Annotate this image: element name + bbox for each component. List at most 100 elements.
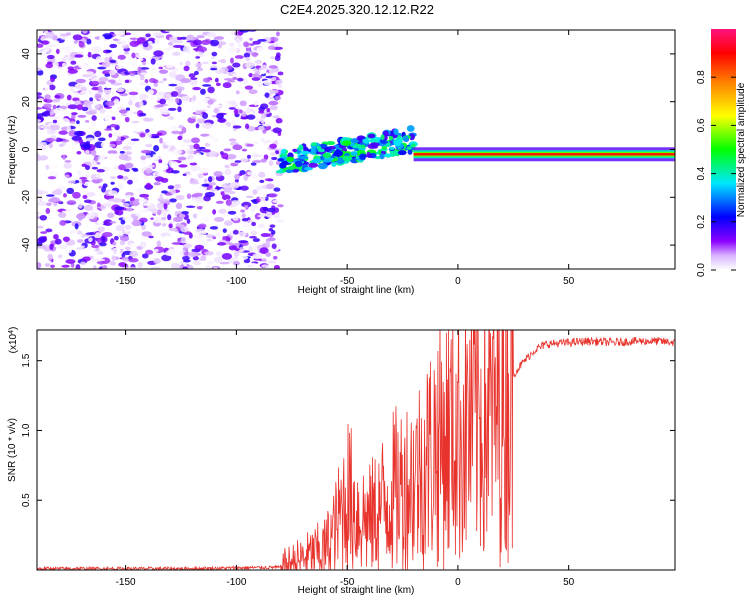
noise-blob: [153, 248, 159, 253]
noise-blob: [172, 44, 184, 48]
noise-blob: [37, 92, 42, 96]
noise-blob: [232, 261, 241, 266]
noise-blob: [132, 127, 143, 133]
noise-blob: [264, 92, 270, 98]
noise-blob: [139, 193, 150, 198]
noise-blob: [196, 206, 204, 210]
noise-blob: [277, 71, 284, 76]
noise-blob: [247, 171, 252, 176]
noise-blob: [229, 42, 235, 47]
noise-blob: [266, 207, 276, 213]
noise-blob: [163, 203, 168, 210]
noise-blob: [193, 192, 204, 197]
noise-blob: [86, 38, 92, 45]
noise-blob: [115, 65, 123, 70]
noise-blob: [245, 107, 252, 114]
noise-blob: [143, 117, 154, 122]
noise-blob: [91, 80, 100, 86]
noise-blob: [269, 224, 276, 228]
noise-blob: [174, 183, 181, 189]
noise-blob: [69, 229, 76, 235]
stable-band-core: [413, 153, 675, 156]
noise-blob: [94, 105, 100, 110]
noise-blob: [49, 111, 54, 116]
noise-blob: [140, 149, 152, 154]
noise-blob: [112, 33, 117, 37]
noise-blob: [148, 37, 156, 42]
noise-blob: [152, 153, 159, 160]
noise-blob: [244, 205, 249, 209]
noise-blob: [228, 242, 234, 246]
noise-blob: [207, 99, 214, 105]
noise-blob: [188, 264, 194, 269]
noise-blob: [143, 203, 151, 207]
noise-blob: [137, 66, 142, 73]
noise-blob: [263, 79, 272, 86]
noise-blob: [233, 251, 240, 257]
noise-blob: [72, 92, 81, 98]
noise-blob: [156, 240, 161, 248]
noise-blob: [265, 251, 271, 258]
noise-blob: [127, 71, 137, 74]
noise-blob: [234, 55, 244, 60]
noise-blob: [121, 176, 129, 180]
noise-blob: [232, 144, 243, 151]
noise-blob: [75, 78, 86, 84]
noise-blob: [48, 84, 56, 91]
noise-blob: [46, 202, 52, 207]
noise-blob: [111, 255, 116, 262]
noise-blob: [69, 56, 74, 61]
noise-blob: [101, 62, 111, 68]
noise-blob: [74, 54, 84, 58]
noise-blob: [172, 216, 183, 223]
noise-blob: [258, 171, 266, 178]
noise-blob: [254, 70, 262, 74]
noise-blob: [82, 30, 88, 34]
signal-blob: [298, 156, 309, 160]
noise-blob: [131, 52, 136, 59]
noise-blob: [120, 171, 129, 175]
noise-blob: [38, 155, 49, 161]
noise-blob: [95, 56, 103, 62]
spectrogram-y-ticks: -40 -20 0 20 40: [21, 48, 675, 252]
noise-blob: [185, 34, 195, 42]
noise-blob: [254, 94, 261, 100]
noise-blob: [219, 261, 230, 265]
noise-blob: [129, 266, 137, 269]
noise-blob: [58, 245, 69, 250]
noise-blob: [116, 135, 121, 142]
noise-blob: [244, 85, 254, 90]
noise-blob: [58, 130, 68, 135]
spectrogram-panel: -150 -100 -50 0 50 -40 -20 0 20 40 Height of str…: [7, 29, 676, 296]
spectrogram-x-label: Height of straight line (km): [298, 285, 415, 296]
noise-blob: [124, 246, 131, 251]
y-tick-label: 0.5: [21, 493, 32, 507]
noise-blob: [211, 56, 216, 60]
signal-blob: [299, 150, 310, 155]
noise-blob: [147, 89, 154, 96]
chart-title: C2E4.2025.320.12.12.R22: [280, 2, 434, 17]
noise-blob: [175, 202, 183, 210]
noise-blob: [275, 219, 285, 224]
noise-blob: [169, 189, 177, 195]
noise-blob: [167, 107, 177, 111]
noise-blob: [109, 260, 115, 266]
x-tick-label: -150: [116, 577, 136, 588]
noise-blob: [222, 228, 227, 233]
noise-blob: [158, 69, 169, 74]
noise-blob: [140, 72, 148, 76]
noise-blob: [93, 265, 97, 269]
noise-blob: [85, 100, 94, 106]
noise-blob: [268, 193, 278, 198]
noise-blob: [64, 160, 72, 163]
noise-blob: [232, 62, 241, 68]
noise-blob: [200, 88, 206, 95]
noise-blob: [47, 253, 54, 261]
noise-blob: [118, 109, 128, 114]
noise-blob: [99, 178, 103, 182]
noise-blob: [216, 113, 224, 120]
signal-blob: [383, 130, 389, 137]
noise-blob: [225, 104, 233, 108]
noise-blob: [208, 182, 217, 186]
noise-blob: [123, 168, 130, 173]
